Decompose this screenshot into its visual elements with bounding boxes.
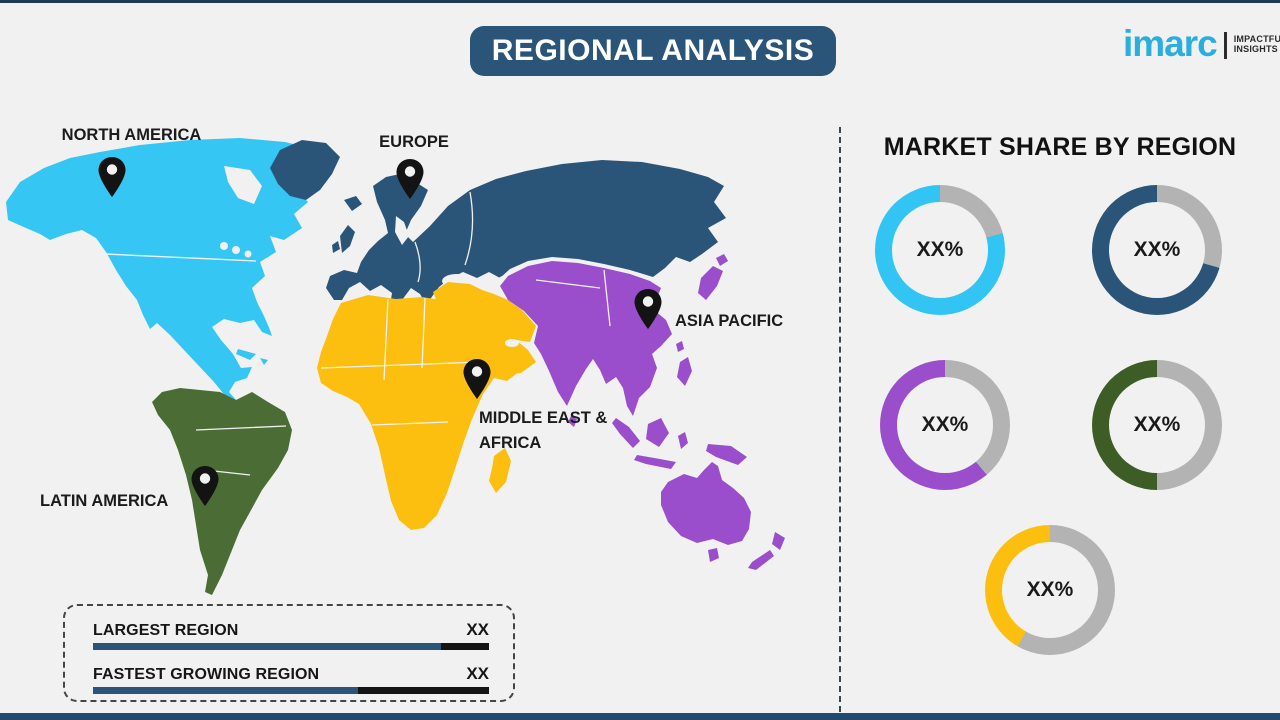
- new-zealand-south: [748, 550, 774, 570]
- sulawesi: [678, 432, 688, 449]
- tasmania: [708, 548, 719, 562]
- world-map: [6, 138, 785, 595]
- label-north-america: NORTH AMERICA: [61, 126, 202, 144]
- taiwan: [676, 341, 684, 352]
- sri-lanka: [568, 416, 577, 427]
- label-middle-east-africa-line2: AFRICA: [479, 434, 542, 452]
- market-share-heading: MARKET SHARE BY REGION: [883, 133, 1237, 161]
- philippines: [677, 357, 692, 386]
- label-europe: EUROPE: [379, 133, 449, 151]
- fastest-growing-region-value: XX: [466, 664, 489, 683]
- donut-chart-middle-east-africa: XX%: [1092, 360, 1222, 490]
- map-pin-europe: [396, 159, 424, 199]
- largest-region-bar-fill: [93, 643, 442, 650]
- donut-hole: XX%: [892, 202, 988, 298]
- new-zealand-north: [772, 532, 785, 550]
- cuba-island: [236, 349, 256, 360]
- hokkaido: [716, 254, 728, 266]
- donut-chart-north-america: XX%: [875, 185, 1005, 315]
- great-lake: [220, 242, 228, 250]
- logo-tagline: IMPACTFUL INSIGHTS: [1234, 34, 1280, 55]
- brand-logo: imarc IMPACTFUL INSIGHTS: [1123, 23, 1280, 64]
- donut-chart-latin-america: XX%: [985, 525, 1115, 655]
- donut-value-latin-america: XX%: [1026, 578, 1074, 601]
- map-pin-north-america: [98, 157, 126, 197]
- section-divider: [839, 127, 841, 712]
- region-europe-russia: [326, 160, 726, 311]
- iceland: [344, 196, 362, 211]
- hispaniola-island: [260, 358, 268, 365]
- asia-border-hint: [535, 269, 611, 327]
- java: [634, 455, 676, 469]
- title-banner: REGIONAL ANALYSIS: [470, 26, 836, 76]
- legend-row-largest-region: LARGEST REGION XX: [93, 618, 489, 650]
- africa-border-hint: [320, 297, 481, 426]
- donut-chart-asia-pacific: XX%: [880, 360, 1010, 490]
- logo-tagline-line2: INSIGHTS: [1233, 44, 1278, 54]
- great-lake: [232, 246, 240, 254]
- region-south-america: [152, 388, 292, 595]
- borneo: [646, 418, 669, 447]
- ireland: [332, 241, 340, 253]
- greenland: [270, 140, 340, 200]
- donut-value-asia-pacific: XX%: [921, 413, 969, 436]
- map-pin-latin-america: [191, 466, 219, 506]
- donut-hole: XX%: [897, 377, 993, 473]
- donut-value-north-america: XX%: [916, 238, 964, 261]
- donut-hole: XX%: [1002, 542, 1098, 638]
- baltic-sea: [395, 216, 409, 245]
- sumatra: [612, 418, 640, 448]
- legend-box: LARGEST REGION XX FASTEST GROWING REGION…: [63, 604, 515, 702]
- europe-border-hint: [414, 191, 474, 283]
- map-pin-asia-pacific: [634, 289, 662, 329]
- largest-region-bar: [93, 643, 489, 650]
- hudson-bay: [224, 166, 262, 204]
- top-accent-strip: [0, 0, 1280, 3]
- donut-value-middle-east-africa: XX%: [1133, 413, 1181, 436]
- fastest-growing-region-label: FASTEST GROWING REGION: [93, 666, 320, 683]
- madagascar: [489, 448, 511, 493]
- brand-logo-text: imarc: [1123, 23, 1218, 64]
- fastest-growing-region-bar-fill: [93, 687, 359, 694]
- label-middle-east-africa-line1: MIDDLE EAST &: [479, 409, 608, 427]
- legend-row-fastest-growing-region: FASTEST GROWING REGION XX: [93, 662, 489, 694]
- donut-value-europe: XX%: [1133, 238, 1181, 261]
- largest-region-value: XX: [466, 620, 489, 639]
- label-latin-america: LATIN AMERICA: [40, 492, 169, 510]
- donut-hole: XX%: [1109, 202, 1205, 298]
- region-asia: [500, 261, 672, 416]
- logo-divider: [1223, 32, 1227, 59]
- united-kingdom: [340, 225, 355, 253]
- fastest-growing-region-bar: [93, 687, 489, 694]
- bottom-accent-strip: [0, 713, 1280, 720]
- japan: [698, 266, 723, 300]
- page-title: REGIONAL ANALYSIS: [491, 34, 815, 67]
- logo-tagline-line1: IMPACTFUL: [1233, 33, 1280, 44]
- donut-hole: XX%: [1109, 377, 1205, 473]
- donut-chart-europe: XX%: [1092, 185, 1222, 315]
- us-canada-border: [104, 253, 257, 262]
- label-asia-pacific: ASIA PACIFIC: [675, 312, 784, 330]
- largest-region-label: LARGEST REGION: [93, 622, 239, 639]
- australia: [661, 462, 751, 545]
- region-africa: [317, 295, 521, 530]
- new-guinea: [706, 444, 747, 465]
- great-lake: [244, 250, 252, 258]
- persian-gulf: [505, 339, 519, 347]
- map-pin-middle-east-africa: [463, 359, 491, 399]
